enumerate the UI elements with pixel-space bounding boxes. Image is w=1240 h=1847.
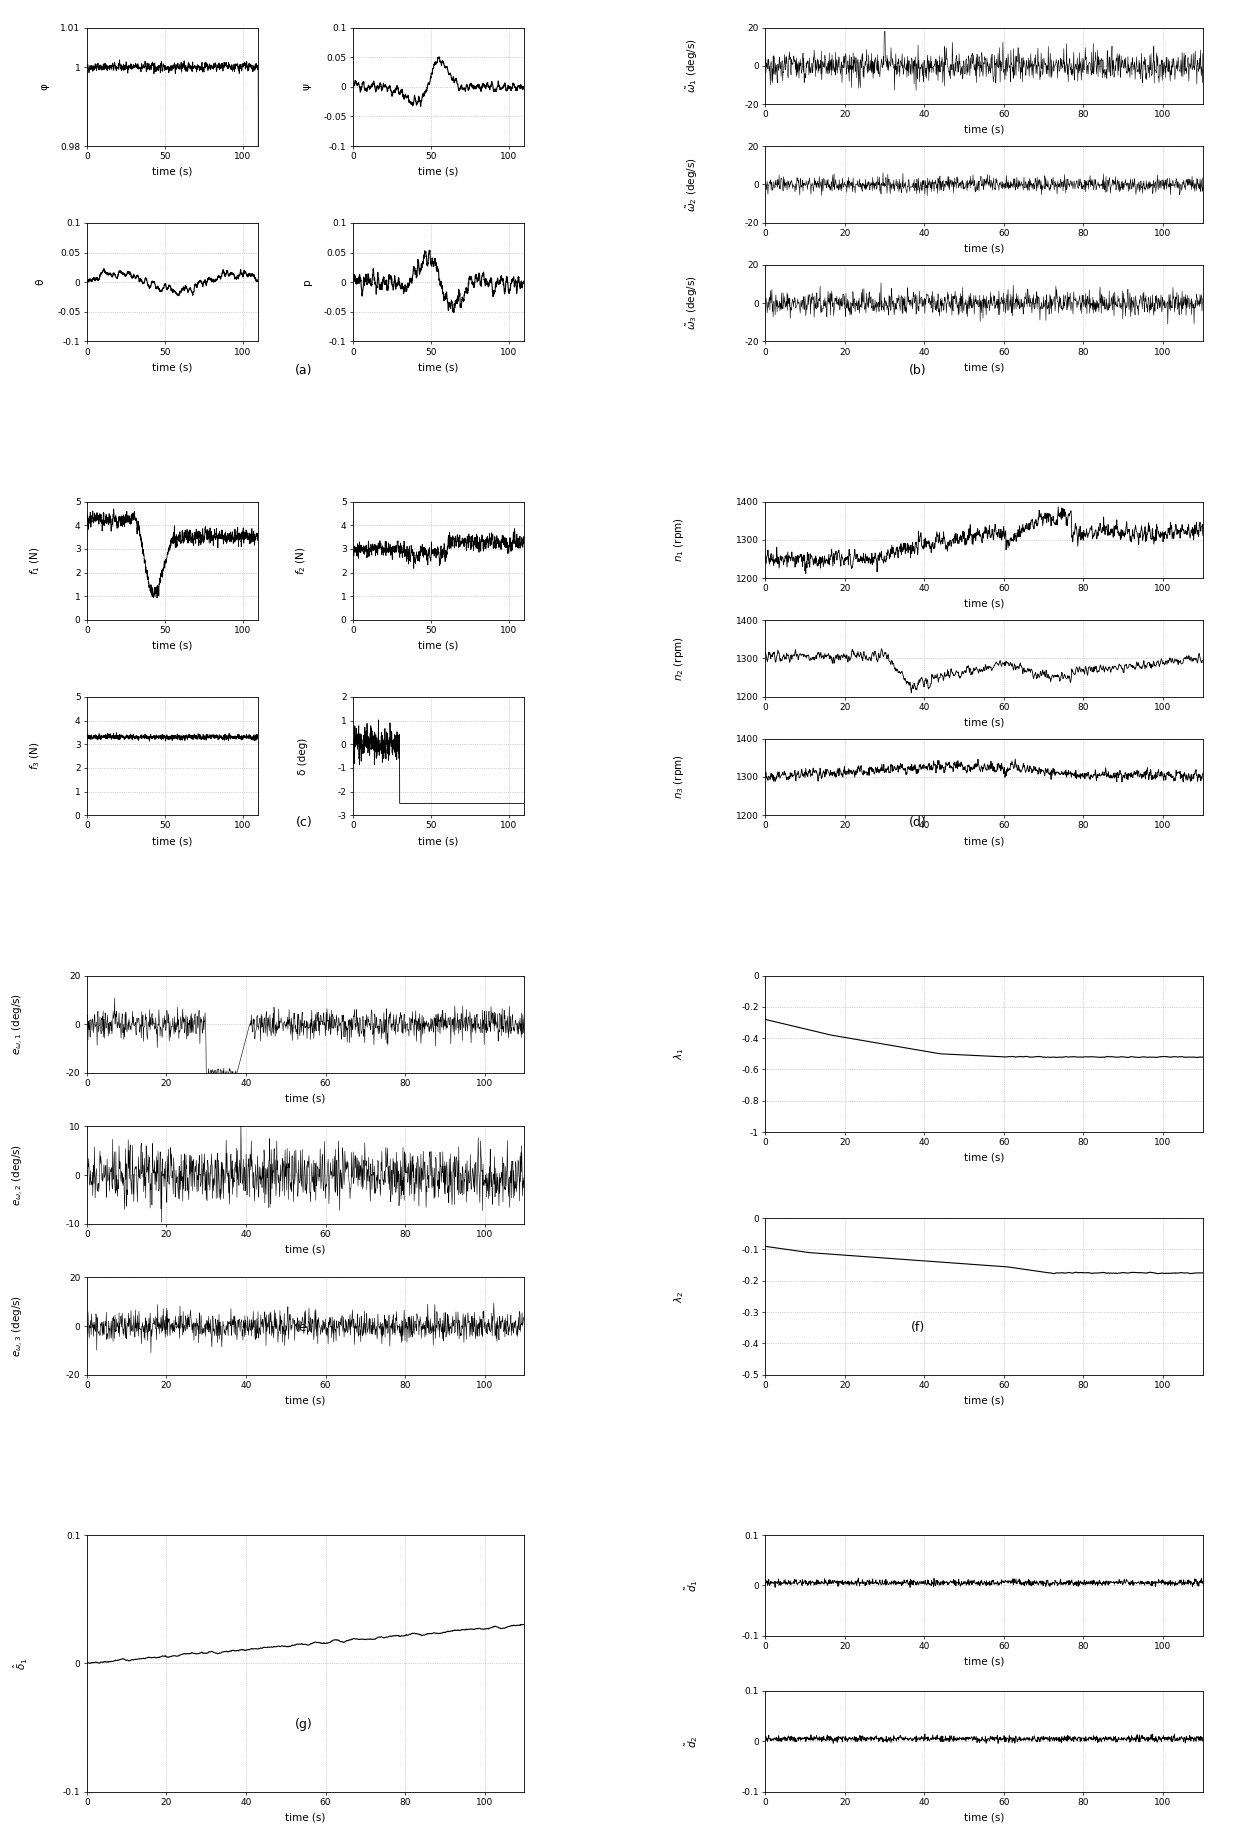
Y-axis label: $f_3$ (N): $f_3$ (N): [29, 742, 42, 770]
X-axis label: time (s): time (s): [963, 1812, 1004, 1823]
Y-axis label: φ: φ: [38, 83, 50, 91]
X-axis label: time (s): time (s): [963, 1396, 1004, 1406]
Text: (a): (a): [295, 364, 312, 377]
Y-axis label: $\tilde{\omega}_1$ (deg/s): $\tilde{\omega}_1$ (deg/s): [684, 39, 699, 92]
Y-axis label: $f_1$ (N): $f_1$ (N): [29, 547, 42, 574]
Y-axis label: $e_{\omega,1}$ (deg/s): $e_{\omega,1}$ (deg/s): [10, 994, 26, 1055]
Y-axis label: $n_1$ (rpm): $n_1$ (rpm): [672, 517, 687, 561]
Y-axis label: $\tilde{\omega}_2$ (deg/s): $\tilde{\omega}_2$ (deg/s): [684, 157, 699, 212]
Y-axis label: θ: θ: [36, 279, 46, 286]
X-axis label: time (s): time (s): [153, 641, 192, 650]
X-axis label: time (s): time (s): [418, 641, 459, 650]
Text: (g): (g): [295, 1718, 312, 1731]
X-axis label: time (s): time (s): [963, 717, 1004, 728]
Y-axis label: $\lambda_2$: $\lambda_2$: [672, 1291, 687, 1302]
Y-axis label: p: p: [301, 279, 311, 286]
X-axis label: time (s): time (s): [418, 362, 459, 371]
X-axis label: time (s): time (s): [963, 244, 1004, 253]
X-axis label: time (s): time (s): [963, 362, 1004, 371]
Text: (b): (b): [909, 364, 926, 377]
X-axis label: time (s): time (s): [963, 1153, 1004, 1164]
Text: (d): (d): [909, 816, 926, 829]
X-axis label: time (s): time (s): [963, 1657, 1004, 1666]
X-axis label: time (s): time (s): [418, 166, 459, 177]
Y-axis label: δ (deg): δ (deg): [298, 737, 309, 774]
Y-axis label: $n_2$ (rpm): $n_2$ (rpm): [672, 635, 687, 682]
X-axis label: time (s): time (s): [285, 1093, 326, 1105]
X-axis label: time (s): time (s): [153, 837, 192, 846]
Y-axis label: $e_{\omega,2}$ (deg/s): $e_{\omega,2}$ (deg/s): [10, 1143, 26, 1206]
Text: (e): (e): [295, 1321, 312, 1334]
Y-axis label: $e_{\omega,3}$ (deg/s): $e_{\omega,3}$ (deg/s): [10, 1295, 26, 1358]
Y-axis label: $\hat{\delta}_1$: $\hat{\delta}_1$: [12, 1657, 30, 1670]
Y-axis label: $n_3$ (rpm): $n_3$ (rpm): [672, 755, 687, 800]
Y-axis label: $\tilde{d}_1$: $\tilde{d}_1$: [683, 1579, 699, 1592]
X-axis label: time (s): time (s): [418, 837, 459, 846]
X-axis label: time (s): time (s): [153, 166, 192, 177]
Y-axis label: $f_2$ (N): $f_2$ (N): [295, 547, 309, 574]
Text: (c): (c): [295, 816, 312, 829]
X-axis label: time (s): time (s): [285, 1812, 326, 1823]
X-axis label: time (s): time (s): [963, 126, 1004, 135]
X-axis label: time (s): time (s): [963, 598, 1004, 610]
Y-axis label: ψ: ψ: [301, 83, 311, 91]
Y-axis label: $\lambda_1$: $\lambda_1$: [672, 1047, 687, 1060]
Y-axis label: $\tilde{\omega}_3$ (deg/s): $\tilde{\omega}_3$ (deg/s): [684, 275, 699, 331]
X-axis label: time (s): time (s): [963, 837, 1004, 846]
X-axis label: time (s): time (s): [153, 362, 192, 371]
X-axis label: time (s): time (s): [285, 1245, 326, 1254]
X-axis label: time (s): time (s): [285, 1396, 326, 1406]
Text: (f): (f): [910, 1321, 925, 1334]
Y-axis label: $\tilde{d}_2$: $\tilde{d}_2$: [683, 1734, 699, 1747]
